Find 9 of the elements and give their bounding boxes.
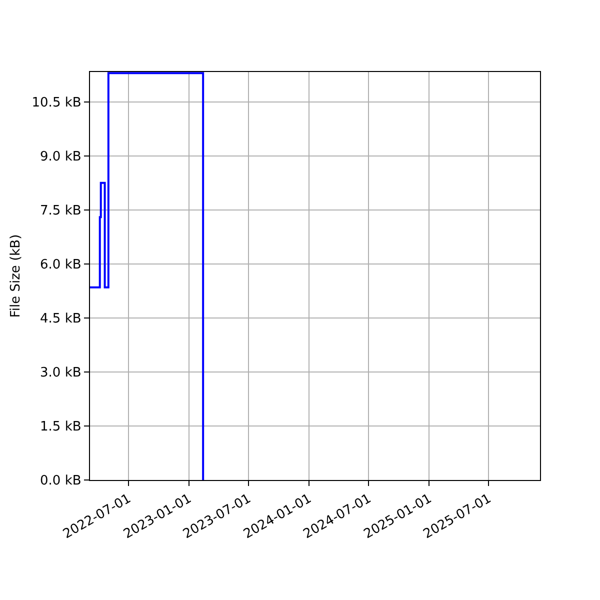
y-tick-label: 6.0 kB: [40, 257, 82, 272]
y-tick-label: 10.5 kB: [32, 95, 82, 110]
y-tick-label: 4.5 kB: [40, 312, 82, 326]
y-tick-label: 3.0 kB: [40, 366, 82, 381]
y-axis-title: File Size (kB): [8, 234, 24, 318]
y-tick-label: 0.0 kB: [40, 474, 82, 489]
y-tick-label: 7.5 kB: [40, 203, 82, 218]
y-tick-label: 1.5 kB: [40, 420, 82, 435]
y-tick-label: 9.0 kB: [40, 149, 82, 164]
